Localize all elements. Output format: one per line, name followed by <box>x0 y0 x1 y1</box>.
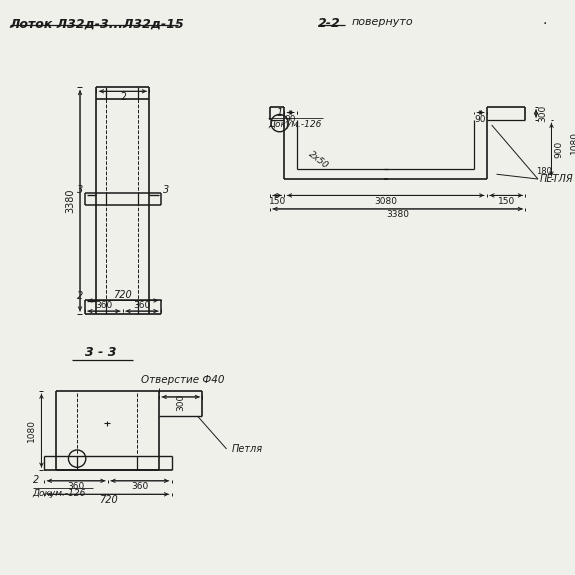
Text: 360: 360 <box>133 301 151 310</box>
Text: Лоток Л32д-3...Л32д-15: Лоток Л32д-3...Л32д-15 <box>10 17 185 30</box>
Text: 3 - 3: 3 - 3 <box>86 346 117 359</box>
Text: 150: 150 <box>269 197 286 206</box>
Text: 300: 300 <box>177 394 185 411</box>
Text: ·: · <box>543 17 547 31</box>
Text: Докум.-126: Докум.-126 <box>33 489 86 498</box>
Text: 3: 3 <box>163 185 169 195</box>
Text: 90: 90 <box>475 115 486 124</box>
Text: 300: 300 <box>538 105 547 122</box>
Text: Отверстие Ф40: Отверстие Ф40 <box>141 374 225 385</box>
Text: 3380: 3380 <box>386 210 409 219</box>
Text: 1080: 1080 <box>28 419 36 442</box>
Text: 720: 720 <box>98 495 117 505</box>
Text: 2: 2 <box>33 475 40 485</box>
Text: 2x50: 2x50 <box>306 150 330 170</box>
Text: 90: 90 <box>285 115 296 124</box>
Text: 720: 720 <box>113 290 132 300</box>
Text: 360: 360 <box>95 301 113 310</box>
Text: 3080: 3080 <box>374 197 397 206</box>
Text: 3: 3 <box>76 185 83 195</box>
Text: 150: 150 <box>497 197 515 206</box>
Text: 900: 900 <box>555 140 564 158</box>
Text: 3380: 3380 <box>66 189 75 213</box>
Text: 1080: 1080 <box>570 131 575 154</box>
Text: 1: 1 <box>277 108 283 117</box>
Text: Петля: Петля <box>231 444 263 454</box>
Text: 360: 360 <box>131 482 148 491</box>
Text: повернуто: повернуто <box>352 17 413 27</box>
Text: 360: 360 <box>67 482 85 491</box>
Text: 2: 2 <box>120 92 126 102</box>
Text: ПЕТЛЯ: ПЕТЛЯ <box>540 174 573 184</box>
Text: Докум.-126: Докум.-126 <box>269 120 321 129</box>
Text: 2-2: 2-2 <box>318 17 341 30</box>
Text: 180: 180 <box>536 167 552 176</box>
Text: 2: 2 <box>76 291 83 301</box>
